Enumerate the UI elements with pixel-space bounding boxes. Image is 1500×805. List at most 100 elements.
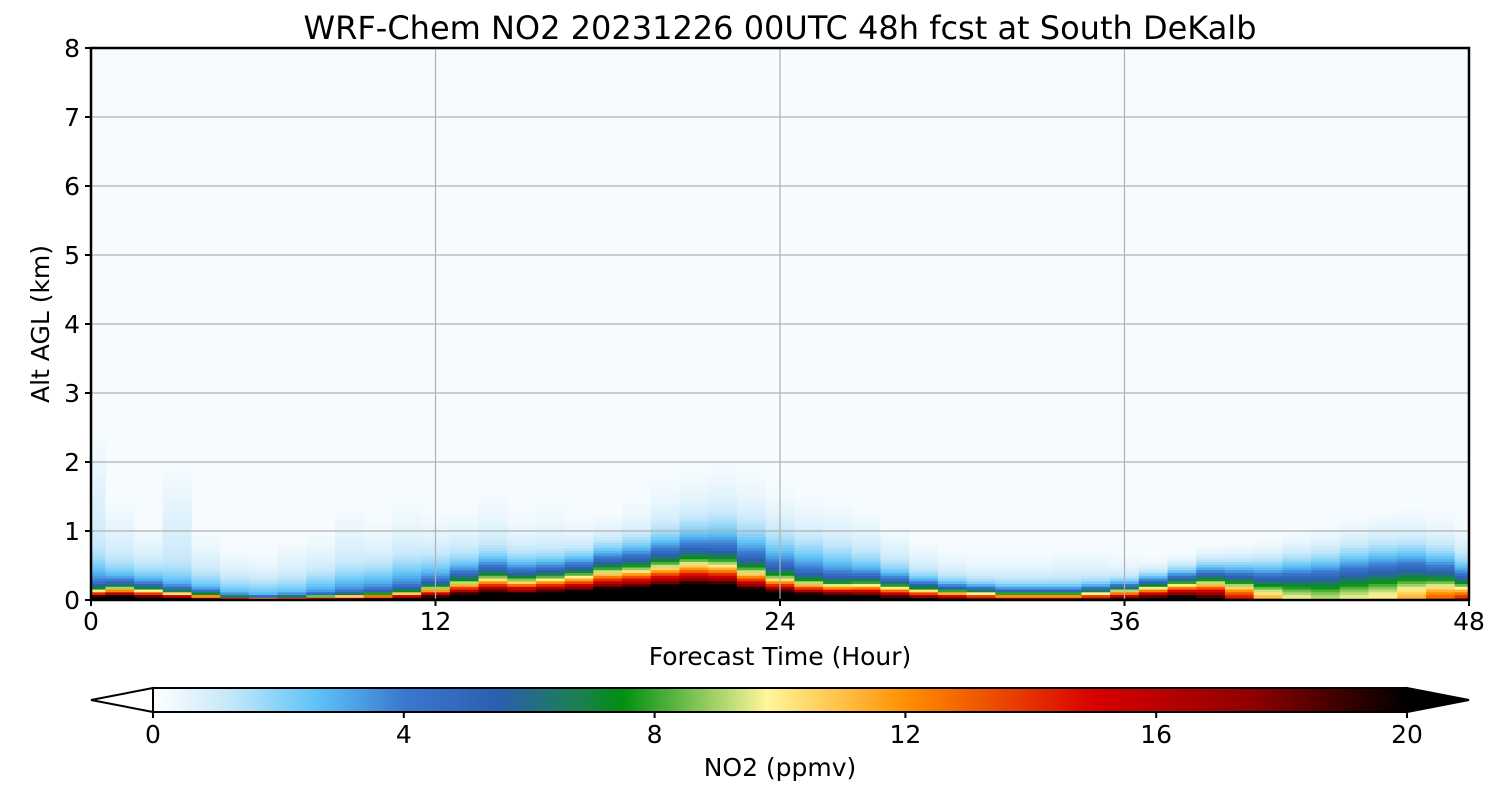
concentration-cell <box>1052 561 1083 565</box>
concentration-cell <box>162 500 193 504</box>
concentration-cell <box>622 569 652 573</box>
concentration-cell <box>622 533 652 538</box>
concentration-cell <box>679 572 709 576</box>
concentration-cell <box>91 511 106 516</box>
concentration-cell <box>708 478 738 482</box>
concentration-cell <box>708 481 738 485</box>
concentration-cell <box>1167 566 1197 571</box>
concentration-cell <box>1024 558 1054 562</box>
y-axis-label: Alt AGL (km) <box>26 245 55 403</box>
concentration-cell <box>105 525 135 529</box>
concentration-cell <box>1167 564 1197 568</box>
concentration-cell <box>679 511 709 516</box>
concentration-cell <box>1253 542 1283 546</box>
concentration-cell <box>91 558 106 562</box>
concentration-cell <box>277 591 307 596</box>
concentration-cell <box>220 591 250 596</box>
concentration-cell <box>392 564 422 568</box>
concentration-cell <box>134 542 164 546</box>
concentration-cell <box>306 569 336 573</box>
concentration-cell <box>191 536 221 540</box>
concentration-cell <box>851 508 882 513</box>
concentration-cell <box>91 519 106 524</box>
concentration-cell <box>880 550 910 554</box>
concentration-cell <box>1339 555 1370 560</box>
concentration-cell <box>162 464 193 469</box>
concentration-cell <box>363 528 394 532</box>
concentration-cell <box>535 583 566 587</box>
concentration-cell <box>478 547 508 551</box>
concentration-cell <box>1311 569 1341 573</box>
concentration-cell <box>1282 564 1312 568</box>
concentration-cell <box>1368 544 1398 549</box>
concentration-cell <box>277 553 307 557</box>
concentration-cell <box>363 555 394 560</box>
concentration-cell <box>535 569 566 573</box>
concentration-cell <box>535 519 566 524</box>
concentration-cell <box>1397 597 1427 600</box>
concentration-cell <box>507 553 537 557</box>
concentration-cell <box>91 594 106 598</box>
concentration-cell <box>478 555 508 560</box>
concentration-cell <box>392 539 422 543</box>
concentration-cell <box>91 456 106 460</box>
concentration-cell <box>823 566 853 571</box>
concentration-cell <box>851 553 882 557</box>
concentration-cell <box>1425 591 1456 596</box>
concentration-cell <box>306 531 336 535</box>
concentration-cell <box>191 542 221 546</box>
concentration-cell <box>679 484 709 488</box>
concentration-cell <box>162 522 193 527</box>
concentration-cell <box>966 580 996 585</box>
concentration-cell <box>650 519 681 524</box>
concentration-cell <box>794 564 824 568</box>
concentration-cell <box>1224 542 1255 546</box>
concentration-cell <box>909 555 939 560</box>
concentration-cell <box>650 495 681 499</box>
concentration-cell <box>1397 519 1427 524</box>
concentration-cell <box>736 517 767 521</box>
concentration-cell <box>1224 561 1255 565</box>
concentration-cell <box>937 553 968 557</box>
concentration-cell <box>449 558 480 562</box>
concentration-cell <box>134 544 164 549</box>
concentration-cell <box>966 588 996 593</box>
concentration-cell <box>507 508 537 513</box>
concentration-cell <box>478 561 508 565</box>
concentration-cell <box>736 484 767 488</box>
concentration-cell <box>650 492 681 496</box>
concentration-cell <box>392 536 422 540</box>
concentration-cell <box>622 497 652 502</box>
concentration-cell <box>1368 531 1398 535</box>
concentration-cell <box>1339 586 1370 590</box>
concentration-cell <box>535 511 566 516</box>
concentration-cell <box>449 522 480 527</box>
concentration-cell <box>1138 561 1169 565</box>
concentration-cell <box>1454 591 1469 596</box>
colorbar-extend-min <box>90 686 154 714</box>
concentration-cell <box>277 564 307 568</box>
concentration-cell <box>736 495 767 499</box>
concentration-cell <box>507 597 537 600</box>
concentration-cell <box>1052 550 1083 554</box>
concentration-cell <box>736 583 767 587</box>
concentration-cell <box>162 475 193 480</box>
concentration-cell <box>335 519 365 524</box>
concentration-cell <box>1138 588 1169 593</box>
concentration-cell <box>622 586 652 590</box>
concentration-cell <box>449 508 480 513</box>
concentration-cell <box>1339 550 1370 554</box>
concentration-cell <box>449 542 480 546</box>
concentration-cell <box>823 583 853 587</box>
concentration-cell <box>1311 531 1341 535</box>
concentration-cell <box>191 572 221 576</box>
concentration-cell <box>794 588 824 593</box>
concentration-cell <box>335 597 365 600</box>
concentration-cell <box>1397 528 1427 532</box>
concentration-cell <box>937 591 968 596</box>
concentration-cell <box>880 580 910 585</box>
concentration-cell <box>794 594 824 598</box>
concentration-cell <box>134 586 164 590</box>
concentration-cell <box>1052 555 1083 560</box>
